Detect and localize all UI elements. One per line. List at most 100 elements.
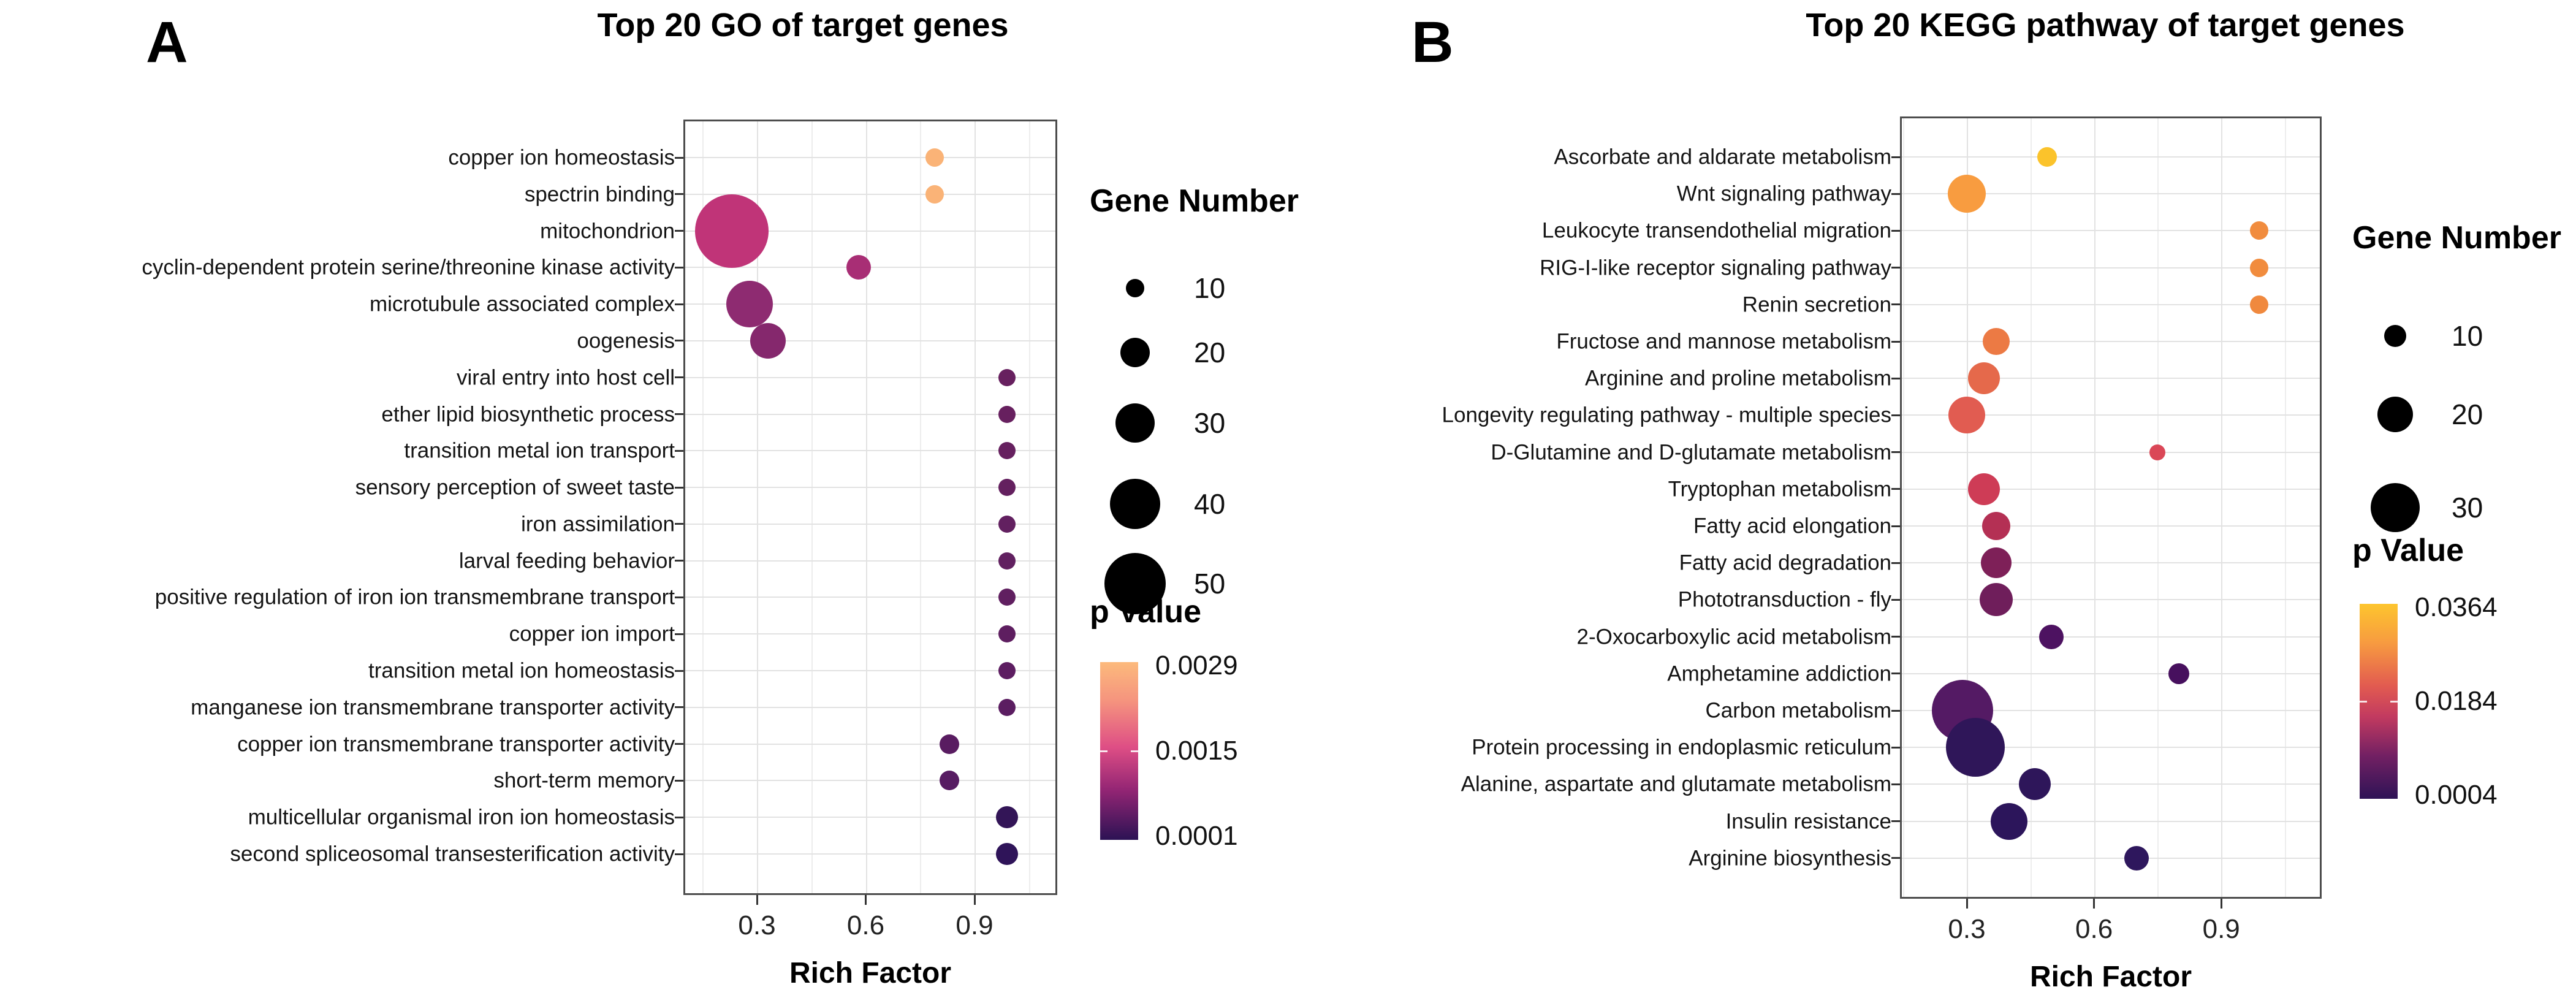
data-point-bubble (925, 185, 944, 204)
x-tick-label: 0.9 (956, 910, 994, 940)
data-point-bubble (2037, 147, 2057, 167)
data-point-bubble (998, 368, 1016, 386)
colorbar-tick (2390, 700, 2398, 703)
x-axis-tick (2093, 899, 2095, 909)
legend-color-title-kegg: p Value (2352, 533, 2464, 568)
category-label: Wnt signaling pathway (1676, 181, 1891, 206)
legend-size-title-go: Gene Number (1090, 183, 1299, 219)
gridline-y (1902, 378, 2320, 379)
gridline-x-minor (2157, 118, 2159, 897)
data-point-bubble (2250, 295, 2269, 314)
gridline-y (685, 303, 1055, 305)
category-label: Protein processing in endoplasmic reticu… (1472, 735, 1891, 760)
colorbar-tick (1100, 750, 1108, 752)
category-label: larval feeding behavior (458, 549, 675, 573)
gridline-y (685, 376, 1055, 378)
y-axis-tick (1891, 267, 1900, 269)
panel-letter-b: B (1411, 10, 1454, 75)
gridline-x-major (1967, 118, 1968, 897)
category-label: transition metal ion homeostasis (368, 658, 675, 683)
category-label: Longevity regulating pathway - multiple … (1442, 403, 1891, 427)
gridline-x-major (975, 121, 976, 893)
data-point-bubble (2039, 624, 2064, 649)
gridline-x-minor (2030, 118, 2032, 897)
category-label: spectrin binding (524, 182, 675, 207)
category-label: Renin secretion (1742, 292, 1891, 317)
gridline-y (1902, 341, 2320, 342)
gridline-y (1902, 747, 2320, 749)
y-axis-tick (1891, 820, 1900, 823)
gridline-y (1902, 193, 2320, 195)
legend-size-label: 40 (1194, 488, 1226, 520)
gridline-y (1902, 414, 2320, 416)
y-axis-tick (1891, 562, 1900, 564)
gridline-y (685, 670, 1055, 672)
y-axis-tick (675, 230, 683, 232)
y-axis-tick (675, 193, 683, 196)
category-label: Insulin resistance (1725, 809, 1891, 834)
y-axis-tick (1891, 414, 1900, 416)
gridline-y (1902, 267, 2320, 269)
category-label: Phototransduction - fly (1677, 587, 1891, 612)
colorbar-tick (1131, 750, 1138, 752)
gridline-y (1902, 156, 2320, 158)
y-axis-tick (1891, 673, 1900, 675)
data-point-bubble (998, 589, 1016, 606)
data-point-bubble (2250, 258, 2269, 277)
data-point-bubble (996, 843, 1019, 865)
data-point-bubble (1991, 802, 2028, 840)
y-axis-tick (1891, 192, 1900, 195)
data-point-bubble (726, 281, 773, 328)
gridline-y (1902, 783, 2320, 785)
category-label: Fatty acid degradation (1679, 551, 1891, 575)
gridline-y (685, 596, 1055, 598)
category-label: copper ion transmembrane transporter act… (237, 732, 675, 756)
gridline-y (1902, 525, 2320, 527)
gridline-y (685, 193, 1055, 195)
y-axis-tick (1891, 598, 1900, 601)
data-point-bubble (846, 255, 871, 280)
data-point-bubble (1982, 512, 2011, 540)
y-axis-tick (675, 340, 683, 342)
y-axis-tick (675, 523, 683, 525)
y-axis-tick (675, 706, 683, 709)
y-axis-tick (1891, 340, 1900, 343)
category-label: Carbon metabolism (1705, 698, 1891, 723)
category-label: sensory perception of sweet taste (355, 475, 675, 500)
data-point-bubble (2149, 444, 2166, 460)
category-label: manganese ion transmembrane transporter … (191, 695, 675, 720)
gridline-x-minor (920, 121, 922, 893)
gridline-y (685, 450, 1055, 452)
colorbar-tick-label: 0.0015 (1155, 736, 1238, 766)
data-point-bubble (998, 625, 1016, 643)
y-axis-tick (675, 633, 683, 635)
y-axis-tick (1891, 377, 1900, 379)
gridline-y (685, 340, 1055, 341)
data-point-bubble (1948, 175, 1986, 213)
data-point-bubble (998, 698, 1016, 716)
category-label: positive regulation of iron ion transmem… (154, 585, 675, 609)
x-axis-tick (865, 895, 867, 905)
category-label: second spliceosomal transesterification … (230, 842, 675, 866)
y-axis-tick (675, 449, 683, 452)
legend-size-bubble (1120, 338, 1150, 367)
y-axis-tick (675, 266, 683, 269)
x-tick-label: 0.3 (1948, 914, 1986, 944)
legend-size-label: 50 (1194, 568, 1226, 600)
gridline-y (1902, 599, 2320, 601)
gridline-y (685, 230, 1055, 232)
gridline-y (685, 413, 1055, 415)
category-label: Leukocyte transendothelial migration (1541, 218, 1891, 243)
y-axis-tick (1891, 636, 1900, 638)
legend-size-bubble (2384, 325, 2406, 347)
legend-size-bubble (1126, 279, 1144, 297)
colorbar-tick-label: 0.0184 (2415, 686, 2498, 716)
category-label: copper ion homeostasis (448, 145, 675, 170)
y-axis-tick (675, 486, 683, 489)
data-point-bubble (998, 442, 1016, 460)
y-axis-tick (675, 156, 683, 159)
y-axis-tick (1891, 229, 1900, 232)
data-point-bubble (2250, 221, 2269, 240)
category-label: Fructose and mannose metabolism (1556, 329, 1891, 354)
x-tick-label: 0.9 (2202, 914, 2240, 944)
